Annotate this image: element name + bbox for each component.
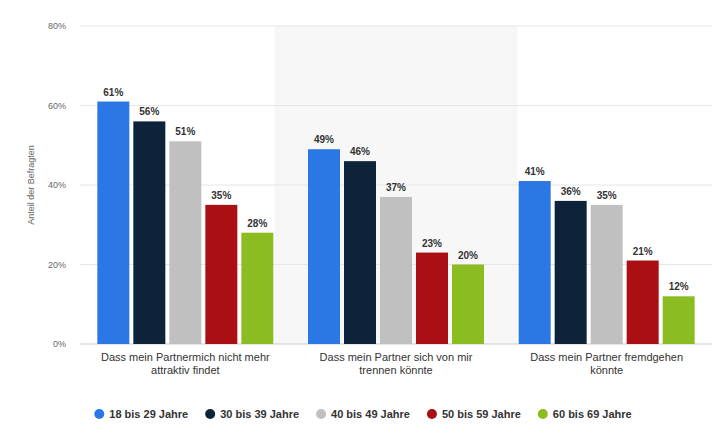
bar[interactable] [308,149,340,344]
data-label: 51% [175,126,195,137]
legend-item[interactable]: 18 bis 29 Jahre [94,408,188,420]
data-label: 37% [386,182,406,193]
chart: 0% 20% 40% 60% 80% Anteil der Befragten 61% 56%… [0,0,721,437]
data-label: 36% [561,186,581,197]
category-label: Dass mein Partner sich von mirtrennen kö… [320,351,473,376]
bar[interactable] [380,197,412,344]
bar[interactable] [555,201,587,344]
bar[interactable] [97,102,129,344]
data-label: 20% [458,250,478,261]
category-label: Dass mein Partnermich nicht mehrattrakti… [101,351,270,376]
data-label: 49% [314,134,334,145]
data-label: 35% [211,190,231,201]
bar[interactable] [205,205,237,344]
grid-line [80,105,712,106]
bar[interactable] [416,253,448,344]
tick-label: 40% [48,180,66,190]
legend-marker [427,409,437,419]
bar[interactable] [627,261,659,344]
axis-title: Anteil der Befragten [26,145,36,225]
bar[interactable] [452,265,484,345]
legend-marker [316,409,326,419]
data-label: 28% [247,218,267,229]
legend-label: 40 bis 49 Jahre [331,408,410,420]
bar[interactable] [169,141,201,344]
legend-marker [538,409,548,419]
legend-marker [205,409,215,419]
category-label: Dass mein Partner fremdgehenkönnte [530,351,683,376]
legend-item[interactable]: 60 bis 69 Jahre [538,408,632,420]
legend-label: 50 bis 59 Jahre [442,408,521,420]
bar[interactable] [519,181,551,344]
data-label: 21% [633,246,653,257]
tick-label: 60% [48,101,66,111]
data-label: 61% [103,87,123,98]
bar[interactable] [591,205,623,344]
data-label: 35% [597,190,617,201]
legend: 18 bis 29 Jahre 30 bis 39 Jahre 40 bis 49 … [94,408,631,420]
tick-label: 0% [53,339,66,349]
legend-item[interactable]: 30 bis 39 Jahre [205,408,299,420]
data-label: 56% [139,106,159,117]
legend-label: 60 bis 69 Jahre [553,408,632,420]
legend-marker [94,409,104,419]
data-label: 46% [350,146,370,157]
bar[interactable] [133,121,165,344]
tick-label: 80% [48,21,66,31]
bar[interactable] [344,161,376,344]
legend-label: 18 bis 29 Jahre [109,408,188,420]
bars [97,102,694,344]
tick-label: 20% [48,260,66,270]
data-labels: 61% 56% 51% 35% 28% 49% 46% 37% 23% 20% 41% 36% 35% 2… [103,87,688,293]
grid-line [80,26,712,27]
bar[interactable] [241,233,273,344]
data-label: 12% [669,281,689,292]
legend-item[interactable]: 50 bis 59 Jahre [427,408,521,420]
bar[interactable] [663,296,695,344]
legend-item[interactable]: 40 bis 49 Jahre [316,408,410,420]
data-label: 41% [525,166,545,177]
data-label: 23% [422,238,442,249]
legend-label: 30 bis 39 Jahre [220,408,299,420]
